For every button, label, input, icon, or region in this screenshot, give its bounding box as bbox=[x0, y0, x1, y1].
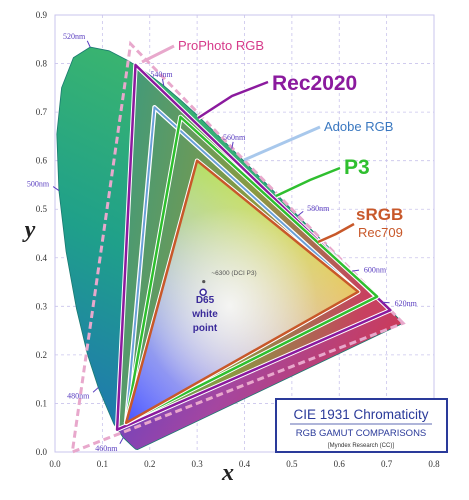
x-tick-label: 0.2 bbox=[144, 459, 155, 469]
wavelength-tick bbox=[161, 78, 165, 86]
callouts: ProPhoto RGB Rec2020 Adobe RGB P3 sRGB R… bbox=[141, 38, 403, 334]
wavelength-tick bbox=[92, 387, 99, 393]
wavelength-labels: 460nm 480nm 500nm 520nm 540nm 560nm 580nm 600nm… bbox=[27, 32, 418, 453]
y-tick-label: 0.5 bbox=[36, 204, 48, 214]
wavelength-label: 560nm bbox=[223, 133, 246, 142]
y-tick-label: 0.2 bbox=[36, 350, 47, 360]
gamut-p3 bbox=[124, 115, 379, 425]
wavelength-label: 500nm bbox=[27, 180, 50, 189]
wavelength-label: 620nm bbox=[395, 299, 418, 308]
x-tick-label: 0.0 bbox=[49, 459, 61, 469]
prophoto-leader bbox=[141, 44, 175, 64]
wavelength-label: 480nm bbox=[67, 392, 90, 401]
y-tick-label: 0.7 bbox=[36, 107, 48, 117]
title-box-title: CIE 1931 Chromaticity bbox=[293, 407, 428, 422]
d65-label-2: white bbox=[191, 309, 218, 320]
adobe-label: Adobe RGB bbox=[324, 119, 393, 134]
wavelength-tick bbox=[231, 141, 234, 149]
rec709-label: Rec709 bbox=[358, 225, 403, 240]
srgb-label: sRGB bbox=[356, 205, 403, 224]
p3-label: P3 bbox=[344, 156, 370, 179]
prophoto-label: ProPhoto RGB bbox=[178, 38, 264, 53]
dci-white-point-marker bbox=[202, 279, 206, 284]
title-box-credit: [Myndex Research (CC)] bbox=[328, 443, 394, 449]
gamut-srgb bbox=[124, 159, 360, 425]
wavelength-tick bbox=[86, 40, 91, 48]
p3-leader bbox=[275, 166, 341, 198]
y-tick-label: 0.1 bbox=[36, 398, 47, 408]
title-box-frame bbox=[275, 398, 448, 453]
wavelength-tick bbox=[119, 437, 124, 444]
d65-white-point-marker bbox=[199, 288, 207, 297]
x-tick-label: 0.3 bbox=[192, 459, 204, 469]
wavelength-label: 540nm bbox=[150, 70, 173, 79]
d65-label-1: D65 bbox=[196, 295, 215, 306]
y-tick-label: 0.8 bbox=[36, 59, 48, 69]
srgb-leader bbox=[317, 222, 355, 244]
wavelength-label: 580nm bbox=[307, 204, 330, 213]
x-tick-label: 0.7 bbox=[381, 459, 393, 469]
title-box: CIE 1931 Chromaticity RGB GAMUT COMPARIS… bbox=[275, 398, 448, 453]
x-tick-label: 0.6 bbox=[334, 459, 346, 469]
wavelength-tick bbox=[52, 186, 60, 191]
x-tick-label: 0.1 bbox=[97, 459, 108, 469]
y-tick-label: 0.9 bbox=[36, 10, 48, 20]
gamut-prophoto-rgb bbox=[70, 40, 406, 455]
x-tick-label: 0.4 bbox=[239, 459, 251, 469]
d65-label-3: point bbox=[193, 323, 218, 334]
rec2020-leader bbox=[197, 80, 269, 120]
y-tick-label: 0.6 bbox=[36, 156, 48, 166]
adobe-leader bbox=[243, 125, 321, 162]
x-axis-label: x bbox=[221, 460, 234, 486]
purple-wedge bbox=[116, 310, 404, 450]
x-tick-label: 0.8 bbox=[428, 459, 440, 469]
rec2020-label: Rec2020 bbox=[272, 72, 357, 95]
wavelength-label: 600nm bbox=[364, 265, 387, 274]
y-axis-label: y bbox=[22, 217, 36, 243]
y-tick-label: 0.4 bbox=[36, 253, 48, 263]
dci-label: ~6300 (DCI P3) bbox=[211, 270, 256, 277]
y-tick-label: 0.0 bbox=[36, 447, 48, 457]
wavelength-tick bbox=[351, 269, 360, 272]
y-tick-label: 0.3 bbox=[36, 301, 48, 311]
wavelength-tick bbox=[297, 210, 304, 217]
x-tick-label: 0.5 bbox=[286, 459, 298, 469]
title-box-subtitle: RGB GAMUT COMPARISONS bbox=[296, 428, 427, 439]
wavelength-label: 520nm bbox=[63, 32, 86, 41]
wavelength-label: 460nm bbox=[95, 444, 118, 453]
axes: 0.0 0.1 0.2 0.3 0.4 0.5 0.6 0.7 0.8 0.0 0.1 0.2 0.3 0… bbox=[22, 10, 440, 486]
gamut-rec2020 bbox=[115, 63, 392, 431]
white-point-markers bbox=[199, 279, 207, 297]
